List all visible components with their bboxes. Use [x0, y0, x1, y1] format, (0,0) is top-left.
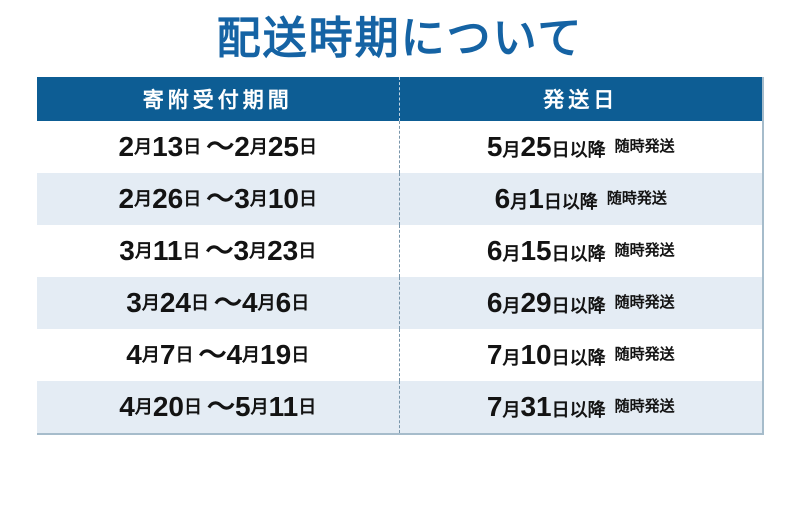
- period-cell: 4 月 20 日 〜 5 月 11 日: [119, 390, 317, 422]
- table-row: 4 月 20 日 〜 5 月 11 日 7月31日以降 随時発送: [36, 380, 762, 433]
- ship-note-text: 随時発送: [614, 242, 675, 260]
- table-row: 3 月 11 日 〜 3 月 23 日 6月15日以降 随時発送: [37, 224, 762, 277]
- ship-note-text: 随時発送: [614, 138, 675, 156]
- ship-cell: 5月25日以降 随時発送: [399, 120, 762, 173]
- ship-date-text: 7月10日以降: [486, 338, 606, 370]
- ship-cell: 6月1日以降 随時発送: [399, 172, 762, 225]
- ship-date-text: 7月31日以降: [486, 390, 606, 422]
- ship-cell: 6月15日以降 随時発送: [399, 224, 762, 277]
- ship-date-text: 6月15日以降: [486, 234, 606, 266]
- period-cell: 3 月 11 日 〜 3 月 23 日: [119, 234, 317, 266]
- column-header-ship-date: 発送日: [399, 76, 762, 121]
- period-cell: 2 月 13 日 〜 2 月 25 日: [118, 130, 318, 162]
- ship-date-text: 6月1日以降: [494, 182, 598, 214]
- ship-date-text: 6月29日以降: [486, 286, 606, 318]
- column-header-period: 寄附受付期間: [142, 88, 293, 112]
- ship-cell: 7月10日以降 随時発送: [399, 328, 762, 381]
- period-cell: 2 月 26 日 〜 3 月 10 日: [118, 182, 318, 214]
- page: 配送時期について 寄附受付期間 発送日 2 月 13 日 〜 2 月 25 日 5月25日以…: [0, 14, 800, 510]
- ship-date-text: 5月25日以降: [486, 130, 606, 162]
- ship-note-text: 随時発送: [614, 294, 675, 312]
- page-title: 配送時期について: [216, 14, 584, 63]
- ship-note-text: 随時発送: [614, 346, 675, 364]
- ship-cell: 6月29日以降 随時発送: [399, 276, 762, 329]
- ship-note-text: 随時発送: [614, 398, 675, 416]
- ship-cell: 7月31日以降 随時発送: [399, 380, 762, 433]
- ship-note-text: 随時発送: [606, 190, 667, 208]
- table-header-row: 寄附受付期間 発送日: [36, 76, 762, 121]
- table-row: 2 月 26 日 〜 3 月 10 日 6月1日以降 随時発送: [36, 172, 762, 225]
- table-row: 2 月 13 日 〜 2 月 25 日 5月25日以降 随時発送: [37, 120, 762, 173]
